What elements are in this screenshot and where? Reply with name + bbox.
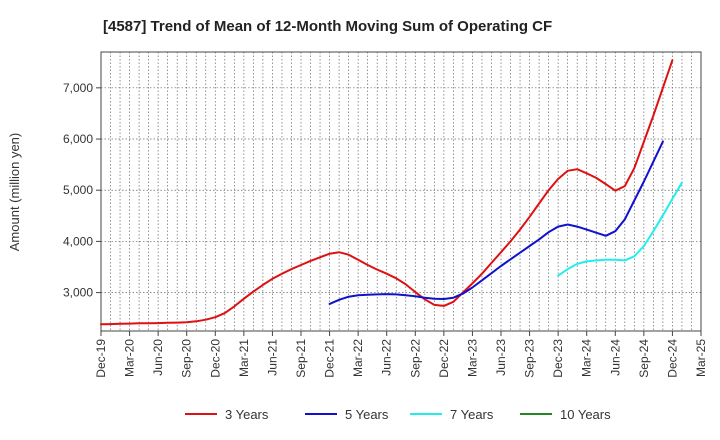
legend-label: 7 Years (450, 407, 494, 422)
x-tick-label: Sep-24 (637, 339, 651, 378)
x-axis: Dec-19 Mar-20 Jun-20 Sep-20 Dec-20 Mar-21 Jun-… (94, 331, 708, 378)
series-line (328, 140, 664, 305)
x-tick-label: Mar-24 (580, 339, 594, 377)
x-tick-label: Jun-20 (151, 339, 165, 376)
x-tick-label: Sep-20 (180, 339, 194, 378)
y-axis: 3,000 4,000 5,000 6,000 7,000 (63, 81, 101, 300)
x-tick-label: Mar-25 (694, 339, 708, 377)
x-tick-label: Dec-21 (323, 339, 337, 378)
grid-lines (100, 52, 702, 331)
x-tick-label: Sep-22 (408, 339, 422, 378)
chart-title: [4587] Trend of Mean of 12-Month Moving … (103, 18, 552, 35)
x-tick-label: Jun-24 (608, 339, 622, 376)
x-tick-label: Dec-22 (437, 339, 451, 378)
x-tick-label: Mar-20 (123, 339, 137, 377)
x-tick-label: Sep-21 (294, 339, 308, 378)
x-tick-label: Dec-19 (94, 339, 108, 378)
x-tick-label: Dec-23 (551, 339, 565, 378)
x-tick-label: Sep-23 (523, 339, 537, 378)
series-lines (100, 59, 683, 326)
y-tick-label: 6,000 (63, 132, 93, 146)
x-tick-label: Mar-22 (351, 339, 365, 377)
x-tick-label: Jun-22 (380, 339, 394, 376)
y-axis-label: Amount (million yen) (7, 133, 22, 252)
legend-label: 10 Years (560, 407, 611, 422)
x-tick-label: Jun-21 (265, 339, 279, 376)
y-tick-label: 3,000 (63, 286, 93, 300)
x-tick-label: Jun-23 (494, 339, 508, 376)
y-tick-label: 5,000 (63, 183, 93, 197)
legend: 3 Years 5 Years 7 Years 10 Years (185, 407, 611, 422)
legend-label: 5 Years (345, 407, 389, 422)
plot-area (100, 51, 702, 332)
x-tick-label: Dec-24 (665, 339, 679, 378)
x-tick-label: Mar-23 (465, 339, 479, 377)
x-tick-label: Mar-21 (237, 339, 251, 377)
legend-label: 3 Years (225, 407, 269, 422)
y-tick-label: 4,000 (63, 234, 93, 248)
y-tick-label: 7,000 (63, 81, 93, 95)
series-line (557, 181, 683, 277)
x-tick-label: Dec-20 (208, 339, 222, 378)
series-line (100, 59, 674, 326)
